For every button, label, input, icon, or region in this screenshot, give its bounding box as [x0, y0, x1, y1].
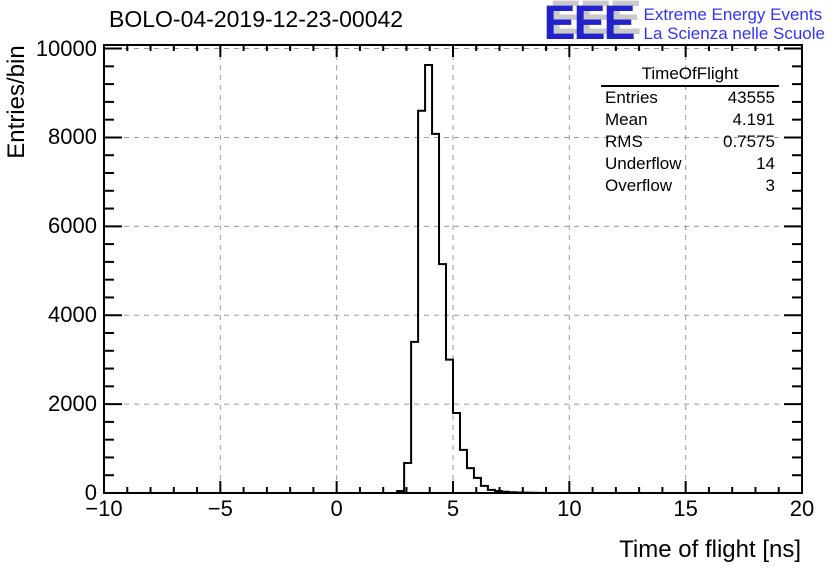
- stats-row-label: Underflow: [605, 154, 682, 173]
- stats-row-label: Mean: [605, 110, 648, 129]
- stats-row-value: 3: [765, 176, 775, 195]
- x-tick-label: 0: [330, 496, 343, 521]
- stats-box: TimeOfFlight Entries 43555 Mean 4.191 RMS 0.7…: [601, 63, 779, 197]
- stats-row: Overflow 3: [601, 175, 779, 197]
- eee-logo-acronym: EEE: [543, 0, 635, 50]
- x-tick-label: 20: [789, 496, 815, 521]
- x-axis-label: Time of flight [ns]: [619, 536, 801, 563]
- x-tick-label: −10: [85, 496, 123, 521]
- stats-row-value: 4.191: [732, 110, 775, 129]
- y-tick-label: 6000: [48, 213, 97, 239]
- stats-row-label: Overflow: [605, 176, 673, 195]
- y-tick-label: 2000: [48, 391, 97, 417]
- stats-row: Entries 43555: [601, 87, 779, 109]
- stats-row: Underflow 14: [601, 153, 779, 175]
- stats-row-value: 14: [756, 154, 775, 173]
- stats-row: RMS 0.7575: [601, 131, 779, 153]
- eee-logo-text: Extreme Energy Events La Scienza nelle S…: [644, 2, 825, 43]
- x-tick-label: −5: [207, 496, 233, 521]
- x-tick-label: 5: [446, 496, 460, 521]
- y-tick-label: 0: [84, 480, 97, 505]
- eee-logo: EEE Extreme Energy Events La Scienza nel…: [543, 0, 825, 50]
- y-tick-label: 4000: [48, 302, 97, 328]
- stats-row-value: 43555: [727, 88, 775, 107]
- stats-row-label: Entries: [605, 88, 658, 107]
- stats-row: Mean 4.191: [601, 109, 779, 131]
- stats-row-label: RMS: [605, 132, 643, 151]
- stats-box-rows: Entries 43555 Mean 4.191 RMS 0.7575 Underflow 1…: [601, 87, 779, 197]
- y-tick-label: 10000: [35, 35, 97, 61]
- x-tick-label: 15: [673, 496, 698, 521]
- eee-logo-line2: La Scienza nelle Scuole: [643, 24, 825, 43]
- plot-title: BOLO-04-2019-12-23-00042: [109, 6, 404, 32]
- x-tick-label: 10: [557, 496, 582, 521]
- eee-logo-line1: Extreme Energy Events: [643, 5, 823, 24]
- y-tick-label: 8000: [48, 124, 97, 150]
- stats-box-title: TimeOfFlight: [601, 63, 779, 87]
- stats-row-value: 0.7575: [723, 132, 775, 151]
